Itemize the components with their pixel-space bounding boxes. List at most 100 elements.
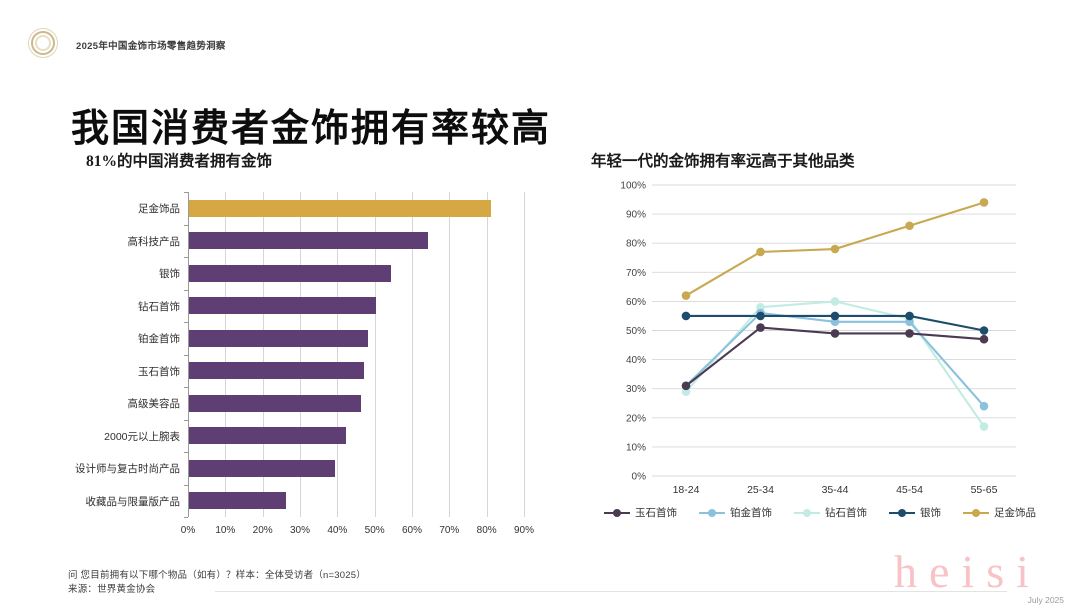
watermark: heisi bbox=[894, 546, 1041, 597]
legend-item: 铂金首饰 bbox=[699, 505, 772, 520]
y-axis-tick bbox=[184, 257, 188, 258]
bar-chart-title: 81%的中国消费者拥有金饰 bbox=[86, 153, 273, 170]
data-point bbox=[979, 422, 989, 431]
bar-category-label: 足金饰品 bbox=[138, 203, 180, 216]
data-point bbox=[979, 326, 989, 335]
y-tick-label: 30% bbox=[626, 384, 646, 395]
bottom-divider bbox=[215, 591, 1007, 592]
x-tick-label: 35-44 bbox=[822, 484, 849, 496]
data-point bbox=[756, 247, 765, 257]
grid-line bbox=[337, 192, 339, 517]
legend-marker bbox=[794, 508, 820, 517]
grid-line bbox=[374, 192, 376, 517]
bar bbox=[189, 394, 361, 412]
bar bbox=[189, 329, 369, 347]
legend-marker bbox=[889, 508, 915, 517]
x-tick-label: 70% bbox=[439, 525, 460, 536]
bar bbox=[189, 264, 391, 282]
bar bbox=[189, 427, 346, 445]
footnote-source: 来源：世界黄金协会 bbox=[68, 584, 156, 595]
legend-marker-dot bbox=[803, 508, 811, 517]
bar bbox=[189, 199, 492, 217]
data-point bbox=[681, 311, 691, 321]
legend-marker-dot bbox=[708, 508, 716, 517]
data-point bbox=[979, 401, 989, 411]
y-axis-tick bbox=[184, 452, 188, 453]
bar-category-label: 银饰 bbox=[159, 268, 180, 281]
report-name: 2025年中国金饰市场零售趋势洞察 bbox=[76, 41, 226, 52]
bar bbox=[189, 362, 365, 380]
x-tick-label: 25-34 bbox=[747, 484, 774, 496]
grid-line bbox=[486, 192, 488, 517]
legend-marker-dot bbox=[898, 508, 906, 517]
y-axis-tick bbox=[184, 192, 188, 193]
legend-marker bbox=[963, 508, 989, 517]
legend-marker bbox=[604, 508, 630, 517]
data-point bbox=[756, 311, 765, 321]
y-tick-label: 90% bbox=[626, 210, 646, 221]
x-tick-label: 20% bbox=[252, 525, 273, 536]
x-tick-label: 80% bbox=[476, 525, 497, 536]
grid-line bbox=[262, 192, 264, 517]
y-axis-line bbox=[188, 192, 189, 517]
data-point bbox=[830, 244, 840, 254]
grid-line bbox=[449, 192, 451, 517]
data-point bbox=[979, 334, 989, 344]
bar bbox=[189, 297, 376, 315]
bar-category-label: 2000元以上腕表 bbox=[104, 430, 180, 443]
y-tick-label: 0% bbox=[632, 472, 647, 483]
data-point bbox=[756, 323, 765, 332]
y-axis-tick bbox=[184, 517, 188, 518]
date-label: July 2025 bbox=[1027, 595, 1064, 605]
bar-category-label: 设计师与复古时尚产品 bbox=[75, 463, 180, 476]
x-tick-label: 90% bbox=[513, 525, 534, 536]
x-tick-label: 18-24 bbox=[673, 484, 700, 496]
grid-line bbox=[225, 192, 227, 517]
legend-label: 玉石首饰 bbox=[635, 507, 677, 519]
bar-chart: 0% 10% 20% 30% 40% 50% 60% 70% 80% 90% 足金饰品 高科技产品 银饰… bbox=[68, 192, 548, 548]
data-point bbox=[830, 311, 840, 321]
bar bbox=[189, 459, 335, 477]
y-axis-tick bbox=[184, 322, 188, 323]
x-tick-label: 30% bbox=[289, 525, 310, 536]
line-chart-legend: 玉石首饰 铂金首饰 钻石首饰 银饰 足金饰品 bbox=[600, 505, 1040, 520]
y-tick-label: 40% bbox=[626, 355, 646, 366]
legend-label: 足金饰品 bbox=[994, 507, 1036, 519]
grid-line bbox=[300, 192, 301, 517]
y-axis-tick bbox=[184, 419, 188, 421]
legend-label: 钻石首饰 bbox=[825, 507, 867, 519]
y-tick-label: 20% bbox=[626, 413, 646, 424]
legend-marker-dot bbox=[613, 508, 621, 517]
y-tick-label: 50% bbox=[626, 326, 646, 337]
data-point bbox=[905, 329, 914, 338]
legend-item: 足金饰品 bbox=[963, 505, 1036, 520]
line-chart: 0% 10% 20% 30% 40% 50% 60% 70% 80% 90% 100% 18-24 25… bbox=[602, 176, 1038, 498]
bar-category-label: 玉石首饰 bbox=[138, 365, 180, 378]
legend-marker-dot bbox=[972, 508, 980, 517]
y-axis-tick bbox=[184, 387, 188, 388]
data-point bbox=[830, 329, 840, 338]
y-axis-tick bbox=[184, 484, 188, 486]
bar-category-label: 收藏品与限量版产品 bbox=[85, 495, 181, 508]
data-point bbox=[905, 221, 914, 231]
bar bbox=[189, 492, 287, 510]
x-tick-label: 40% bbox=[327, 525, 348, 536]
x-tick-label: 45-54 bbox=[896, 484, 923, 496]
y-tick-label: 100% bbox=[620, 181, 646, 192]
page-title: 我国消费者金饰拥有率较高 bbox=[71, 108, 552, 150]
bar-category-label: 钻石首饰 bbox=[138, 300, 180, 313]
bar bbox=[189, 232, 428, 250]
data-point bbox=[830, 297, 840, 306]
x-tick-label: 60% bbox=[401, 525, 422, 536]
y-tick-label: 60% bbox=[626, 297, 646, 308]
x-tick-label: 55-65 bbox=[971, 484, 998, 496]
y-axis-tick bbox=[184, 354, 188, 356]
footnote-question: 问 您目前拥有以下哪个物品（如有）？样本：全体受访者（n=3025） bbox=[68, 570, 366, 581]
x-tick-label: 0% bbox=[180, 525, 196, 536]
bar-category-label: 铂金首饰 bbox=[138, 333, 180, 346]
brand-logo-icon bbox=[31, 31, 55, 55]
legend-item: 银饰 bbox=[889, 505, 941, 520]
y-tick-label: 10% bbox=[626, 442, 646, 453]
y-tick-label: 80% bbox=[626, 239, 646, 250]
